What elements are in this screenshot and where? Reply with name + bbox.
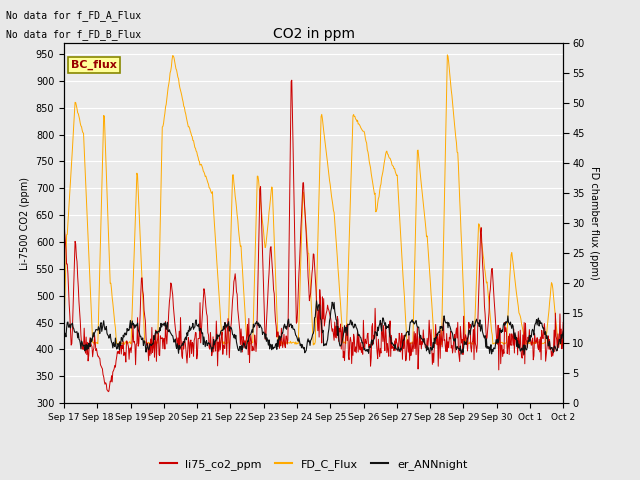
Title: CO2 in ppm: CO2 in ppm	[273, 27, 355, 41]
Text: No data for f_FD_A_Flux: No data for f_FD_A_Flux	[6, 10, 141, 21]
Legend: li75_co2_ppm, FD_C_Flux, er_ANNnight: li75_co2_ppm, FD_C_Flux, er_ANNnight	[156, 455, 472, 474]
Y-axis label: FD chamber flux (ppm): FD chamber flux (ppm)	[589, 167, 598, 280]
Text: No data for f_FD_B_Flux: No data for f_FD_B_Flux	[6, 29, 141, 40]
Y-axis label: Li-7500 CO2 (ppm): Li-7500 CO2 (ppm)	[20, 177, 30, 270]
Text: BC_flux: BC_flux	[71, 60, 117, 71]
